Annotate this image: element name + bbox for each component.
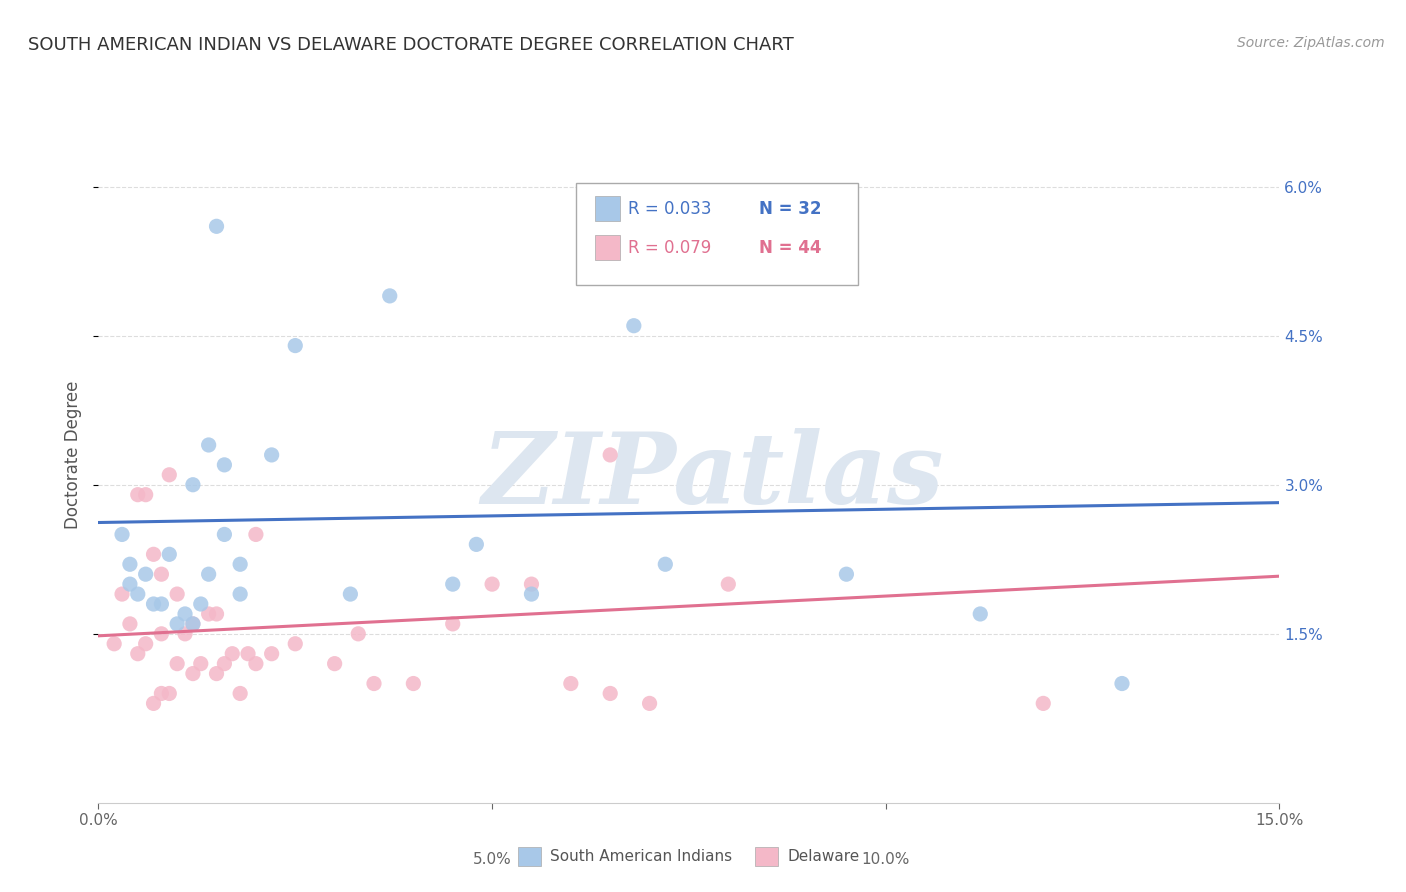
Point bbox=[284, 637, 307, 651]
Point bbox=[717, 577, 740, 591]
Point bbox=[205, 219, 228, 234]
Point bbox=[347, 627, 370, 641]
Point bbox=[118, 577, 141, 591]
Point bbox=[599, 686, 621, 700]
Point bbox=[166, 587, 188, 601]
Point bbox=[245, 527, 267, 541]
Point bbox=[221, 647, 243, 661]
Point bbox=[465, 537, 488, 551]
Point bbox=[402, 676, 425, 690]
Point bbox=[481, 577, 503, 591]
Point bbox=[197, 607, 219, 621]
Point bbox=[197, 567, 219, 582]
Point bbox=[638, 697, 661, 711]
Point bbox=[142, 697, 165, 711]
Point bbox=[260, 448, 283, 462]
Point bbox=[135, 567, 157, 582]
Point bbox=[190, 597, 212, 611]
Point bbox=[229, 686, 252, 700]
Point bbox=[520, 587, 543, 601]
Point bbox=[135, 488, 157, 502]
Point bbox=[378, 289, 401, 303]
Point bbox=[520, 577, 543, 591]
Point bbox=[166, 657, 188, 671]
Point bbox=[111, 587, 134, 601]
Point bbox=[654, 558, 676, 572]
Point bbox=[260, 647, 283, 661]
Point bbox=[599, 448, 621, 462]
Point bbox=[181, 666, 204, 681]
Point bbox=[150, 627, 173, 641]
Point bbox=[127, 647, 149, 661]
Point bbox=[205, 607, 228, 621]
Point bbox=[150, 686, 173, 700]
Point bbox=[118, 558, 141, 572]
Point bbox=[214, 458, 236, 472]
Point bbox=[157, 547, 180, 561]
Point bbox=[103, 637, 125, 651]
Point bbox=[142, 547, 165, 561]
Legend: South American Indians, Delaware: South American Indians, Delaware bbox=[512, 841, 866, 871]
Text: ZIPatlas: ZIPatlas bbox=[481, 427, 943, 524]
Point bbox=[118, 616, 141, 631]
Text: 10.0%: 10.0% bbox=[862, 853, 910, 868]
Point bbox=[135, 637, 157, 651]
Point bbox=[127, 587, 149, 601]
Point bbox=[157, 686, 180, 700]
Point bbox=[623, 318, 645, 333]
Point bbox=[181, 616, 204, 631]
Point bbox=[214, 527, 236, 541]
Y-axis label: Doctorate Degree: Doctorate Degree bbox=[65, 381, 83, 529]
Point bbox=[214, 657, 236, 671]
Point bbox=[441, 616, 464, 631]
Text: 5.0%: 5.0% bbox=[472, 853, 512, 868]
Point bbox=[229, 558, 252, 572]
Point bbox=[181, 477, 204, 491]
Point bbox=[236, 647, 259, 661]
Point bbox=[323, 657, 346, 671]
Point bbox=[205, 666, 228, 681]
Point bbox=[560, 676, 582, 690]
Point bbox=[150, 597, 173, 611]
Text: Source: ZipAtlas.com: Source: ZipAtlas.com bbox=[1237, 36, 1385, 50]
Text: N = 44: N = 44 bbox=[759, 239, 821, 257]
Text: R = 0.033: R = 0.033 bbox=[628, 200, 711, 218]
Text: R = 0.079: R = 0.079 bbox=[628, 239, 711, 257]
Point bbox=[181, 616, 204, 631]
Text: SOUTH AMERICAN INDIAN VS DELAWARE DOCTORATE DEGREE CORRELATION CHART: SOUTH AMERICAN INDIAN VS DELAWARE DOCTOR… bbox=[28, 36, 794, 54]
Point bbox=[197, 438, 219, 452]
Point bbox=[111, 527, 134, 541]
Point bbox=[969, 607, 991, 621]
Point bbox=[835, 567, 858, 582]
Text: N = 32: N = 32 bbox=[759, 200, 821, 218]
Point bbox=[157, 467, 180, 482]
Point bbox=[229, 587, 252, 601]
Point bbox=[1111, 676, 1133, 690]
Point bbox=[190, 657, 212, 671]
Point bbox=[1032, 697, 1054, 711]
Point bbox=[166, 616, 188, 631]
Point bbox=[441, 577, 464, 591]
Point bbox=[245, 657, 267, 671]
Point bbox=[142, 597, 165, 611]
Point bbox=[150, 567, 173, 582]
Point bbox=[284, 338, 307, 352]
Point bbox=[174, 607, 197, 621]
Point bbox=[174, 627, 197, 641]
Point bbox=[127, 488, 149, 502]
Point bbox=[363, 676, 385, 690]
Point bbox=[339, 587, 361, 601]
